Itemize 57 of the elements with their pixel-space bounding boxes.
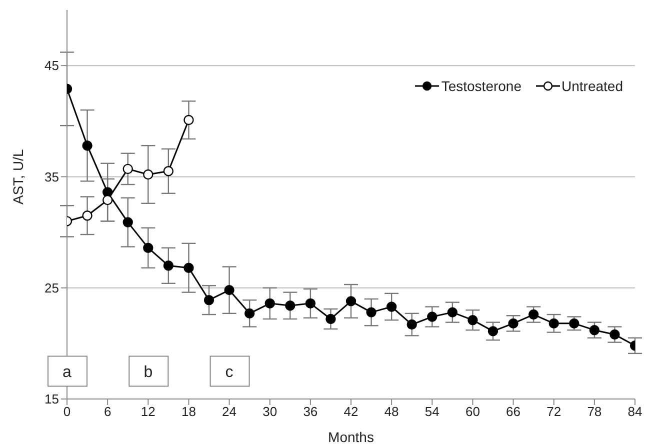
legend-label: Untreated	[562, 78, 623, 94]
y-tick-label: 35	[44, 169, 59, 184]
point	[589, 324, 600, 336]
point	[122, 164, 133, 174]
point	[264, 298, 275, 309]
point	[528, 309, 539, 320]
x-tick-label: 54	[424, 404, 440, 420]
point	[143, 242, 154, 253]
point	[184, 114, 194, 126]
point	[326, 314, 336, 324]
x-tick-label: 78	[587, 404, 602, 420]
point	[143, 169, 154, 180]
x-tick-label: 24	[222, 404, 237, 420]
point	[224, 284, 234, 296]
legend-label: Testosterone	[441, 78, 522, 94]
point	[102, 194, 113, 206]
point	[122, 217, 133, 228]
point	[468, 314, 478, 326]
point	[548, 318, 559, 329]
point	[610, 329, 620, 340]
point	[346, 296, 356, 306]
x-tick-label: 12	[140, 404, 156, 420]
point	[386, 302, 397, 312]
point	[82, 140, 92, 151]
point	[163, 166, 174, 176]
x-tick-label: 66	[506, 404, 521, 420]
y-tick-label: 25	[44, 280, 59, 296]
x-tick-label: 0	[63, 404, 71, 420]
x-tick-label: 6	[104, 404, 112, 420]
y-tick-label: 15	[44, 392, 59, 407]
annotation: c	[225, 364, 234, 382]
point	[204, 294, 214, 306]
x-tick-label: 42	[344, 404, 358, 420]
x-tick-label: 84	[628, 404, 642, 420]
point	[427, 312, 438, 322]
point	[305, 298, 316, 309]
point	[447, 307, 458, 318]
point	[285, 300, 296, 311]
annotation: a	[62, 364, 72, 382]
point	[508, 318, 518, 329]
y-tick-label: 45	[44, 58, 59, 74]
point	[184, 262, 194, 273]
x-tick-label: 72	[546, 404, 562, 420]
point	[163, 260, 174, 271]
x-tick-label: 48	[384, 404, 399, 420]
x-tick-label: 30	[262, 404, 278, 420]
point	[406, 319, 417, 330]
point	[244, 308, 255, 319]
x-tick-label: 18	[181, 404, 196, 420]
point	[366, 307, 376, 318]
point	[82, 210, 92, 221]
x-tick-label: 36	[303, 404, 318, 420]
y-axis-title: AST, U/L	[10, 149, 26, 204]
annotation: b	[144, 364, 153, 382]
point	[488, 326, 498, 336]
x-axis-title: Months	[328, 429, 374, 445]
x-tick-label: 60	[465, 404, 480, 420]
